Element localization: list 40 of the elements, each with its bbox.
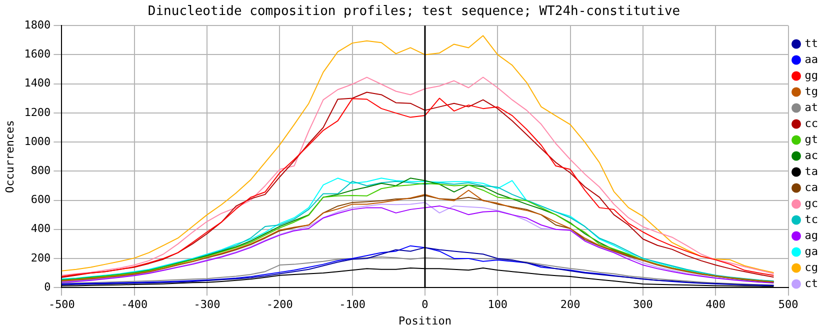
x-tick-label: -100 [339,298,366,312]
legend-label: ct [804,276,818,290]
y-tick-label: 400 [30,222,51,236]
legend-label: ac [804,148,818,162]
legend-label: cg [804,260,818,274]
legend-label: tg [804,84,818,98]
legend-label: at [804,100,818,114]
x-axis-title: Position [398,314,452,328]
y-tick-label: 800 [30,164,51,178]
x-tick-label: -400 [121,298,148,312]
x-tick-label: 500 [778,298,798,312]
legend-label: tt [804,36,818,50]
chart-title: Dinucleotide composition profiles; test sequence; WT24h-constitutive [148,4,680,20]
y-tick-label: 1000 [24,134,51,148]
legend-label: cc [804,116,818,130]
legend-label: ag [804,228,818,242]
y-tick-label: 600 [30,193,51,206]
y-tick-label: 0 [44,280,51,294]
y-tick-label: 1600 [24,48,51,61]
y-tick-label: 1800 [24,18,51,32]
legend-label: ca [804,180,818,194]
legend-label: gt [804,132,818,146]
y-tick-label: 1400 [24,76,51,90]
y-axis-title: Occurrences [3,120,16,194]
x-tick-label: 400 [706,298,726,312]
y-tick-label: 200 [30,251,51,264]
x-tick-label: 100 [488,298,508,312]
y-tick-label: 1200 [24,106,51,119]
x-tick-label: -500 [48,298,75,312]
legend-label: aa [804,52,818,66]
x-tick-label: -300 [194,298,220,312]
legend-label: tc [804,212,818,226]
legend-label: gg [804,68,818,82]
legend-label: gc [804,196,818,210]
x-tick-label: 300 [633,298,653,312]
x-tick-label: 0 [422,298,428,312]
x-tick-label: 200 [560,298,580,312]
x-tick-label: -200 [266,298,293,312]
legend-label: ga [804,244,818,258]
legend-label: ta [804,164,818,178]
